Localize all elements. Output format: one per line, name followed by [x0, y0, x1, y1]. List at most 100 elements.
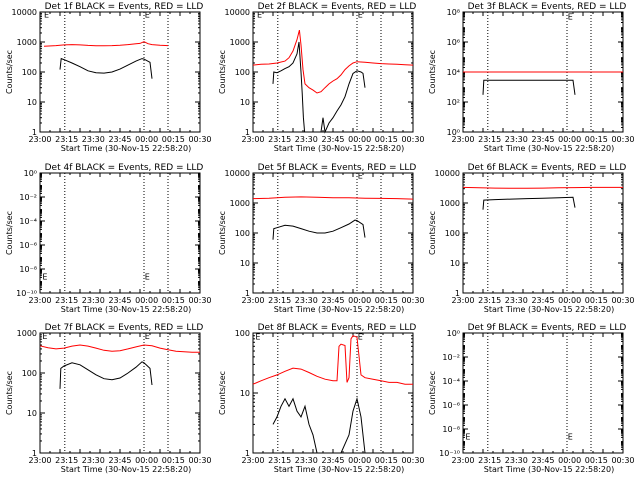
x-tick-label: 00:00	[348, 135, 371, 144]
chart-title: Det 1f BLACK = Events, RED = LLD	[45, 2, 204, 12]
chart-title: Det 8f BLACK = Events, RED = LLD	[258, 323, 417, 333]
x-tick-label: 00:30	[401, 135, 424, 144]
events-series-line	[272, 41, 366, 134]
chart-title: Det 2f BLACK = Events, RED = LLD	[258, 2, 417, 12]
y-tick-label: 100	[22, 369, 37, 378]
y-tick-label: 10	[240, 98, 250, 107]
events-series-line	[59, 57, 153, 79]
x-axis-label: Start Time (30-Nov-15 22:58:20)	[484, 465, 614, 474]
e-marker: E	[44, 10, 49, 19]
y-tick-label: 10⁶	[447, 38, 460, 47]
x-tick-label: 23:30	[82, 135, 105, 144]
y-tick-label: 10⁻⁸	[442, 425, 460, 434]
x-tick-label: 00:15	[585, 296, 608, 305]
e-marker: E	[358, 10, 363, 19]
x-tick-label: 00:15	[162, 456, 185, 465]
y-axis-label: Counts/sec	[428, 211, 437, 255]
y-tick-label: 10000	[225, 169, 250, 178]
x-tick-label: 23:00	[451, 296, 474, 305]
x-tick-label: 00:00	[558, 135, 581, 144]
e-marker: E	[358, 171, 363, 180]
x-axis-label: Start Time (30-Nov-15 22:58:20)	[61, 465, 191, 474]
y-tick-label: 10	[240, 259, 250, 268]
x-tick-label: 00:30	[188, 135, 211, 144]
lld-series-line	[43, 41, 169, 47]
y-axis-label: Counts/sec	[218, 211, 227, 255]
x-axis-label: Start Time (30-Nov-15 22:58:20)	[61, 144, 191, 153]
y-axis-label: Counts/sec	[5, 371, 14, 415]
e-marker: E	[358, 333, 363, 342]
x-tick-label: 00:15	[585, 135, 608, 144]
x-tick-label: 23:15	[55, 135, 78, 144]
y-axis-label: Counts/sec	[5, 211, 14, 255]
e-marker: E	[255, 333, 260, 342]
x-tick-label: 00:00	[348, 456, 371, 465]
chart-panel-1: Det 1f BLACK = Events, RED = LLD 23:00 23:…	[5, 2, 212, 153]
chart-panel-9: Det 9f BLACK = Events, RED = LLD 23:00 23:…	[428, 323, 635, 474]
y-tick-label: 10⁰	[447, 329, 460, 338]
plot-frame	[462, 332, 624, 454]
plot-frame	[252, 332, 414, 454]
x-tick-label: 00:30	[188, 296, 211, 305]
y-tick-label: 1000	[230, 38, 250, 47]
x-axis-label: Start Time (30-Nov-15 22:58:20)	[484, 144, 614, 153]
y-axis-label: Counts/sec	[428, 50, 437, 94]
x-tick-label: 00:15	[585, 456, 608, 465]
x-tick-label: 00:15	[162, 135, 185, 144]
chart-panel-4: Det 4f BLACK = Events, RED = LLD 23:00 23:…	[5, 163, 212, 314]
y-tick-label: 10⁻²	[19, 193, 37, 202]
y-tick-label: 10⁻¹⁰	[439, 449, 460, 458]
y-tick-label: 10²	[447, 98, 460, 107]
lld-series-line	[39, 344, 200, 353]
y-tick-label: 10⁻⁶	[19, 241, 37, 250]
chart-title: Det 9f BLACK = Events, RED = LLD	[468, 323, 627, 333]
y-tick-label: 1	[245, 128, 250, 137]
e-marker: E	[568, 432, 573, 441]
chart-title: Det 5f BLACK = Events, RED = LLD	[258, 163, 417, 173]
chart-title: Det 4f BLACK = Events, RED = LLD	[45, 163, 204, 173]
events-series-line	[272, 396, 366, 454]
x-tick-label: 23:45	[531, 296, 554, 305]
x-tick-label: 00:00	[135, 296, 158, 305]
x-tick-label: 23:30	[505, 135, 528, 144]
x-tick-label: 23:15	[478, 135, 501, 144]
events-series-line	[59, 361, 153, 389]
x-tick-label: 00:15	[162, 296, 185, 305]
y-tick-label: 10⁸	[447, 8, 460, 17]
e-marker: E	[42, 332, 47, 341]
y-axis-label: Counts/sec	[5, 50, 14, 94]
y-tick-label: 1	[455, 289, 460, 298]
y-tick-label: 1	[245, 289, 250, 298]
x-tick-label: 23:15	[478, 296, 501, 305]
x-tick-label: 23:30	[82, 296, 105, 305]
plot-frame	[39, 172, 201, 294]
chart-title: Det 6f BLACK = Events, RED = LLD	[468, 163, 627, 173]
x-tick-label: 23:00	[28, 456, 51, 465]
plot-frame	[252, 172, 414, 294]
x-tick-label: 23:45	[108, 135, 131, 144]
x-tick-label: 00:30	[611, 296, 634, 305]
plot-frame	[252, 11, 414, 133]
e-marker: E	[465, 432, 470, 441]
y-tick-label: 10000	[435, 169, 460, 178]
x-tick-label: 23:30	[505, 456, 528, 465]
x-tick-label: 23:00	[28, 135, 51, 144]
y-tick-label: 1	[32, 449, 37, 458]
chart-panel-7: Det 7f BLACK = Events, RED = LLD 23:00 23:…	[5, 323, 212, 474]
x-tick-label: 00:00	[348, 296, 371, 305]
y-tick-label: 10	[27, 409, 37, 418]
x-tick-label: 23:30	[295, 456, 318, 465]
y-axis-label: Counts/sec	[218, 50, 227, 94]
x-tick-label: 00:30	[611, 456, 634, 465]
y-tick-label: 10000	[225, 8, 250, 17]
x-axis-label: Start Time (30-Nov-15 22:58:20)	[484, 305, 614, 314]
x-tick-label: 23:00	[241, 296, 264, 305]
y-tick-label: 1000	[17, 38, 37, 47]
x-tick-label: 23:45	[108, 296, 131, 305]
y-tick-label: 10⁻²	[442, 353, 460, 362]
y-tick-label: 1	[245, 449, 250, 458]
x-tick-label: 23:15	[268, 135, 291, 144]
x-tick-label: 23:30	[505, 296, 528, 305]
x-tick-label: 23:15	[478, 456, 501, 465]
chart-panel-3: Det 3f BLACK = Events, RED = LLD 23:00 23:…	[428, 2, 635, 153]
